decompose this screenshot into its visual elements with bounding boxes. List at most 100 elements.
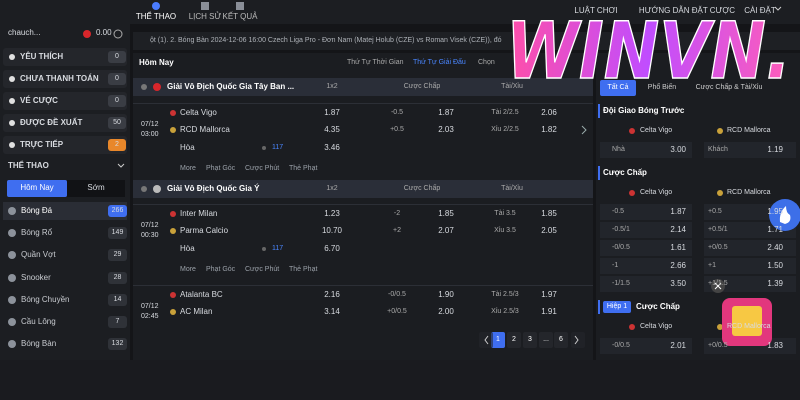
odds[interactable]: 2.66	[670, 261, 686, 270]
odds[interactable]: 1.71	[767, 225, 783, 234]
odds[interactable]: 2.01	[670, 341, 686, 350]
top-link[interactable]: CÀI ĐẶT	[744, 6, 776, 15]
icon	[141, 84, 147, 90]
odds[interactable]: 1.19	[767, 145, 783, 154]
odds[interactable]: 1.87	[324, 108, 340, 117]
odds[interactable]: 1.85	[438, 209, 454, 218]
page-number[interactable]: ...	[543, 336, 549, 343]
extra-market[interactable]: More	[180, 165, 196, 172]
page-number[interactable]: 3	[528, 336, 532, 343]
market-tab[interactable]: Cược Chấp & Tài/Xỉu	[695, 84, 763, 91]
odds-cell	[600, 222, 692, 238]
odds[interactable]: 1.85	[541, 209, 557, 218]
sport-label[interactable]: Bóng Bàn	[21, 339, 57, 349]
tab-active	[600, 80, 636, 96]
nav-tab[interactable]: LỊCH SỬ	[188, 12, 222, 21]
tab[interactable]: Hôm Nay	[20, 183, 54, 192]
column-header: Cược Chấp	[403, 83, 441, 90]
odds[interactable]: 1.87	[438, 108, 454, 117]
odds[interactable]: 2.00	[438, 307, 454, 316]
extra-market[interactable]: More	[180, 266, 196, 273]
menu-label[interactable]: TRỰC TIẾP	[20, 140, 64, 149]
line-label: +1	[708, 262, 716, 269]
odds[interactable]: 2.16	[324, 290, 340, 299]
odds[interactable]: 1.82	[541, 125, 557, 134]
section-marker	[598, 166, 600, 180]
top-bar	[0, 0, 800, 24]
match-date: 07/12	[141, 222, 159, 229]
league-name: Giải Vô Địch Quốc Gia Tây Ban ...	[167, 82, 295, 91]
menu-label[interactable]: ĐƯỢC ĐỀ XUẤT	[20, 118, 83, 127]
odds[interactable]: 3.00	[670, 145, 686, 154]
odds[interactable]: 2.14	[670, 225, 686, 234]
odds[interactable]: 1.95	[767, 207, 783, 216]
odds[interactable]: 3.46	[324, 143, 340, 152]
odds[interactable]: 2.06	[541, 108, 557, 117]
market-tab[interactable]: Phổ Biến	[647, 84, 677, 91]
sport-label[interactable]: Bóng Đá	[21, 206, 53, 215]
odds[interactable]: 3.14	[324, 307, 340, 316]
odds[interactable]: 2.40	[767, 243, 783, 252]
sort-option[interactable]: Chọn	[478, 59, 495, 66]
top-link[interactable]: LUẬT CHƠI	[574, 6, 618, 15]
odds[interactable]: 3.50	[670, 279, 686, 288]
odds[interactable]: 10.70	[321, 226, 343, 235]
icon	[153, 185, 161, 193]
sport-label[interactable]: Snooker	[21, 272, 51, 282]
odds-cell	[600, 240, 692, 256]
sport-label[interactable]: Bóng Chuyền	[21, 294, 70, 304]
odds[interactable]: 1.83	[767, 341, 783, 350]
odds[interactable]: 1.39	[767, 279, 783, 288]
odds[interactable]: 1.97	[541, 290, 557, 299]
page-button	[491, 332, 505, 348]
market-tab[interactable]: Tất Cả	[607, 84, 629, 91]
more-count[interactable]: 117	[272, 245, 284, 252]
odds[interactable]: 1.87	[670, 207, 686, 216]
nav-tab[interactable]: KẾT QUẢ	[222, 12, 258, 21]
page-number[interactable]: 1	[496, 336, 500, 343]
badge	[108, 249, 127, 262]
odds[interactable]: 1.23	[324, 209, 340, 218]
extra-market[interactable]: Cược Phút	[245, 266, 280, 273]
menu-label[interactable]: VÉ CƯỢC	[20, 96, 58, 105]
top-link[interactable]: HƯỚNG DẪN ĐẶT CƯỢC	[638, 6, 736, 15]
menu-label[interactable]: CHƯA THANH TOÁN	[20, 74, 99, 83]
more-count[interactable]: 117	[272, 144, 284, 151]
sport-label[interactable]: Quần Vợt	[21, 250, 56, 260]
odds[interactable]: 1.91	[541, 307, 557, 316]
sport-label[interactable]: Cầu Lông	[21, 317, 56, 326]
icon	[9, 98, 15, 104]
sort-option[interactable]: Thứ Tự Giải Đấu	[413, 59, 466, 66]
odds[interactable]: 2.05	[541, 226, 557, 235]
menu-label[interactable]: YÊU THÍCH	[20, 52, 64, 61]
odds-cell	[704, 276, 796, 292]
icon	[170, 309, 176, 315]
page-button	[539, 332, 553, 348]
odds[interactable]: 1.90	[438, 290, 454, 299]
odds-cell	[704, 222, 796, 238]
icon	[9, 54, 15, 60]
sport-label[interactable]: Bóng Rổ	[21, 228, 53, 238]
icon	[717, 128, 723, 134]
odds-cell	[600, 258, 692, 274]
page-number[interactable]: 2	[512, 336, 516, 343]
odds[interactable]: 2.07	[438, 226, 454, 235]
odds[interactable]: 1.61	[670, 243, 686, 252]
extra-market[interactable]: Phạt Góc	[206, 165, 236, 172]
nav-tab[interactable]: THỂ THAO	[135, 12, 177, 21]
team-name: Celta Vigo	[640, 323, 673, 330]
icon	[141, 186, 147, 192]
extra-market[interactable]: Phạt Góc	[206, 266, 236, 273]
page-button	[554, 332, 568, 348]
odds[interactable]: 1.50	[767, 261, 783, 270]
page-number[interactable]: 6	[559, 336, 563, 343]
odds[interactable]: 6.70	[324, 244, 340, 253]
sort-option[interactable]: Thứ Tự Thời Gian	[347, 59, 404, 66]
extra-market[interactable]: Thẻ Phạt	[289, 266, 318, 273]
tab[interactable]: Sớm	[87, 183, 105, 192]
odds[interactable]: 2.03	[438, 125, 454, 134]
odds[interactable]: 4.35	[324, 125, 340, 134]
extra-market[interactable]: Cược Phút	[245, 165, 280, 172]
extra-market[interactable]: Thẻ Phạt	[289, 165, 318, 172]
